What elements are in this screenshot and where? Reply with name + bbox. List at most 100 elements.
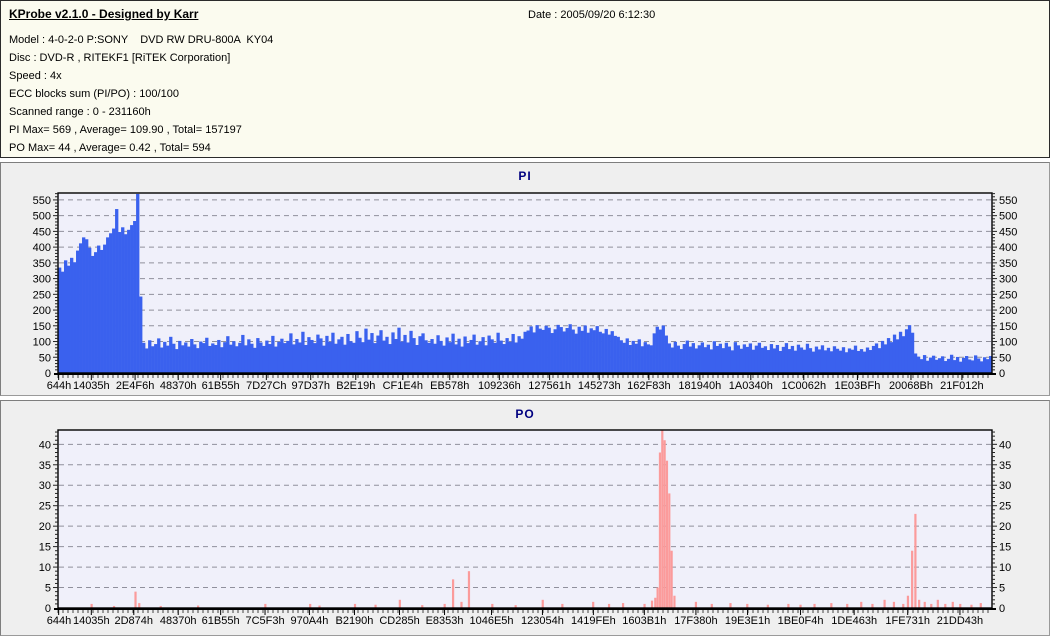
- pi-data-bar: [349, 341, 353, 373]
- po-spike-bar: [621, 603, 625, 608]
- y-tick-label: 450: [33, 226, 51, 238]
- pi-data-bar: [313, 343, 317, 373]
- pi-data-bar: [970, 360, 975, 373]
- pi-data-bar: [220, 347, 224, 373]
- pi-data-bar: [73, 262, 77, 373]
- pi-data-bar: [538, 328, 542, 373]
- pi-data-bar: [628, 344, 632, 373]
- pi-data-bar: [334, 343, 338, 373]
- po-spike-bar: [663, 440, 666, 608]
- po-spike-bar: [830, 603, 833, 608]
- pi-data-bar: [955, 356, 960, 373]
- po-spike-bar: [729, 603, 732, 608]
- y-tick-label: 50: [39, 352, 51, 364]
- pi-data-bar: [568, 324, 572, 373]
- y-tick-label: 35: [39, 460, 51, 472]
- pi-data-bar: [697, 345, 701, 373]
- po-spike-bar: [607, 603, 611, 608]
- pi-data-bar: [82, 237, 86, 373]
- y-tick-label: 50: [999, 352, 1011, 364]
- po-spike-bar: [668, 493, 671, 608]
- po-spike-bar: [374, 604, 377, 608]
- pi-data-bar: [937, 358, 942, 373]
- pi-data-bar: [559, 327, 563, 373]
- pi-data-bar: [76, 250, 80, 373]
- pi-data-bar: [157, 338, 161, 373]
- pi-data-bar: [913, 353, 918, 373]
- pi-data-bar: [340, 336, 344, 373]
- pi-data-bar: [925, 360, 930, 373]
- pi-data-bar: [358, 337, 362, 373]
- pi-data-bar: [622, 342, 626, 373]
- pi-data-bar: [91, 255, 95, 373]
- pi-data-bar: [361, 342, 365, 373]
- pi-data-bar: [133, 221, 137, 373]
- pi-data-bar: [979, 361, 984, 373]
- po-spike-bar: [959, 603, 962, 608]
- po-spike-bar: [159, 605, 162, 608]
- po-spike-bar: [264, 603, 267, 608]
- po-spike-bar: [846, 603, 849, 608]
- pi-data-bar: [466, 343, 470, 373]
- pi-data-bar: [700, 342, 704, 373]
- x-tick-label: 1FE731h: [885, 615, 930, 627]
- po-spike-bar: [451, 579, 455, 608]
- pi-data-bar: [649, 345, 653, 373]
- pi-data-bar: [895, 339, 900, 373]
- pi-data-bar: [61, 271, 65, 373]
- pi-data-bar: [391, 332, 395, 373]
- pi-data-bar: [493, 342, 497, 373]
- pi-data-bar: [652, 333, 656, 373]
- pi-data-bar: [556, 324, 560, 373]
- pi-data-bar: [841, 347, 846, 373]
- pi-data-bar: [163, 341, 167, 373]
- y-tick-label: 25: [39, 501, 51, 513]
- y-tick-label: 0: [45, 368, 51, 380]
- pi-data-bar: [658, 329, 662, 373]
- pi-data-bar: [142, 342, 146, 373]
- x-tick-label: 1BE0F4h: [778, 615, 824, 627]
- po-spike-bar: [936, 599, 939, 608]
- pi-data-bar: [760, 347, 765, 373]
- y-tick-label: 550: [33, 195, 51, 207]
- pi-data-bar: [598, 331, 602, 373]
- y-tick-label: 15: [999, 542, 1011, 554]
- pi-data-bar: [775, 344, 780, 373]
- pi-data-bar: [136, 193, 140, 373]
- pi-data-bar: [748, 343, 753, 373]
- pi-data-bar: [265, 340, 269, 373]
- pi-data-bar: [376, 335, 380, 373]
- plot-area: [58, 430, 992, 608]
- po-spike-bar: [979, 603, 982, 608]
- pi-data-bar: [730, 350, 735, 373]
- pi-data-bar: [709, 349, 714, 373]
- pi-chart-panel: PI 0 0 50 50 100 100 150 150 200 200 250 250 300 300 3…: [0, 162, 1050, 396]
- pi-data-bar: [808, 348, 813, 373]
- pi-data-bar: [322, 345, 326, 373]
- pi-data-bar: [562, 331, 566, 373]
- pi-data-bar: [826, 347, 831, 373]
- y-tick-label: 40: [39, 439, 51, 451]
- x-tick-label: 644h: [47, 380, 71, 392]
- pi-data-bar: [790, 345, 795, 373]
- pi-data-bar: [592, 330, 596, 373]
- pi-data-bar: [631, 340, 635, 373]
- x-tick-label: 1E03BFh: [834, 380, 880, 392]
- pi-data-bar: [853, 345, 858, 373]
- pi-data-bar: [238, 342, 242, 373]
- pi-data-bar: [877, 348, 882, 373]
- y-tick-label: 10: [39, 562, 51, 574]
- pi-data-bar: [355, 331, 359, 373]
- pi-data-bar: [589, 328, 593, 373]
- po-spike-bar: [883, 599, 886, 608]
- pi-data-bar: [694, 348, 698, 373]
- pi-data-bar: [601, 333, 605, 373]
- pi-data-bar: [832, 346, 837, 373]
- x-tick-label: 145273h: [578, 380, 621, 392]
- pi-data-bar: [325, 335, 329, 373]
- po-spike-bar: [892, 601, 896, 608]
- po-spike-bar: [694, 601, 698, 608]
- y-tick-label: 100: [33, 337, 51, 349]
- y-tick-label: 5: [999, 583, 1005, 595]
- pi-data-bar: [262, 345, 266, 373]
